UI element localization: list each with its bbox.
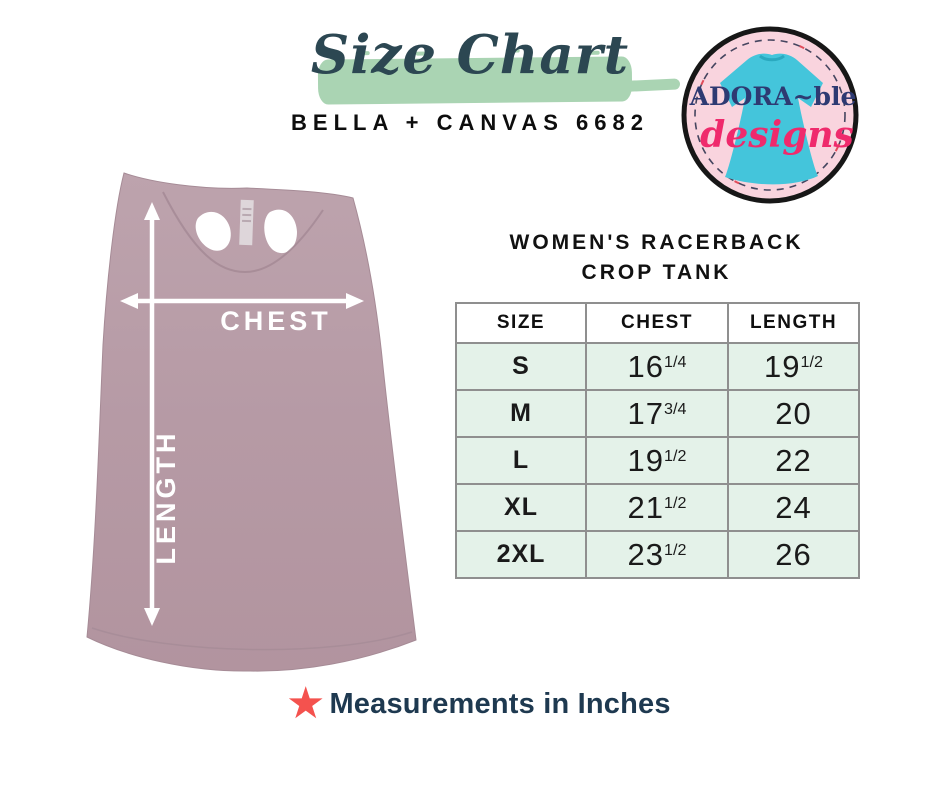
length-cell: 191/2: [727, 342, 860, 391]
chest-cell: 211/2: [585, 483, 729, 532]
size-table-row: XL 211/2 24: [455, 483, 860, 532]
tshirt-neckline: [759, 54, 785, 62]
column-header-size: SIZE: [455, 302, 587, 344]
size-table-row: S 161/4 191/2: [455, 342, 860, 391]
product-heading: WOMEN'S RACERBACK CROP TANK: [455, 228, 858, 288]
length-arrow: [144, 202, 160, 626]
page-title: Size Chart: [310, 24, 630, 86]
page-subtitle: BELLA + CANVAS 6682: [291, 110, 649, 135]
size-cell: L: [455, 436, 587, 485]
racerback-left-cutout: [195, 211, 231, 251]
measurement-note: Measurements in Inches: [329, 687, 671, 720]
size-cell: S: [455, 342, 587, 391]
size-cell: 2XL: [455, 530, 587, 579]
neck-tag: [239, 199, 254, 246]
size-table-row: L 191/2 22: [455, 436, 860, 485]
front-neckline-seam: [162, 191, 324, 274]
length-cell: 24: [727, 483, 860, 532]
size-table-header-row: SIZE CHEST LENGTH: [455, 302, 860, 344]
logo-dashed-ring-accent: [694, 39, 846, 191]
size-table-body: S 161/4 191/2 M 173/4 20 L 191/2 22 XL 211/2 24 2XL 2…: [455, 342, 860, 579]
chest-arrow: [120, 293, 364, 309]
footer-note: ★ Measurements in Inches: [286, 682, 671, 726]
size-table: SIZE CHEST LENGTH S 161/4 191/2 M 173/4 20 L 19…: [455, 302, 860, 579]
length-cell: 22: [727, 436, 860, 485]
tank-top-silhouette: [86, 172, 417, 672]
length-cell: 26: [727, 530, 860, 579]
chest-cell: 191/2: [585, 436, 729, 485]
star-icon: ★: [286, 679, 326, 728]
product-heading-line2: CROP TANK: [581, 261, 732, 284]
chest-label: CHEST: [220, 306, 332, 336]
column-header-length: LENGTH: [727, 302, 860, 344]
chest-cell: 231/2: [585, 530, 729, 579]
racerback-right-cutout: [264, 209, 297, 254]
size-cell: XL: [455, 483, 587, 532]
chest-cell: 173/4: [585, 389, 729, 438]
size-table-row: 2XL 231/2 26: [455, 530, 860, 579]
tshirt-icon: [720, 53, 823, 185]
hem-seam: [91, 627, 413, 651]
size-table-row: M 173/4 20: [455, 389, 860, 438]
logo-brand-word: designs: [700, 114, 854, 156]
logo-dashed-ring: [694, 39, 846, 191]
brand-logo: ADORA~ble designs: [681, 26, 859, 204]
length-cell: 20: [727, 389, 860, 438]
chest-cell: 161/4: [585, 342, 729, 391]
logo-brand-name: ADORA~ble: [689, 82, 857, 111]
column-header-chest: CHEST: [585, 302, 729, 344]
length-label: LENGTH: [151, 430, 181, 565]
size-cell: M: [455, 389, 587, 438]
product-heading-line1: WOMEN'S RACERBACK: [509, 231, 804, 254]
tank-top-diagram: CHEST LENGTH: [86, 172, 417, 672]
